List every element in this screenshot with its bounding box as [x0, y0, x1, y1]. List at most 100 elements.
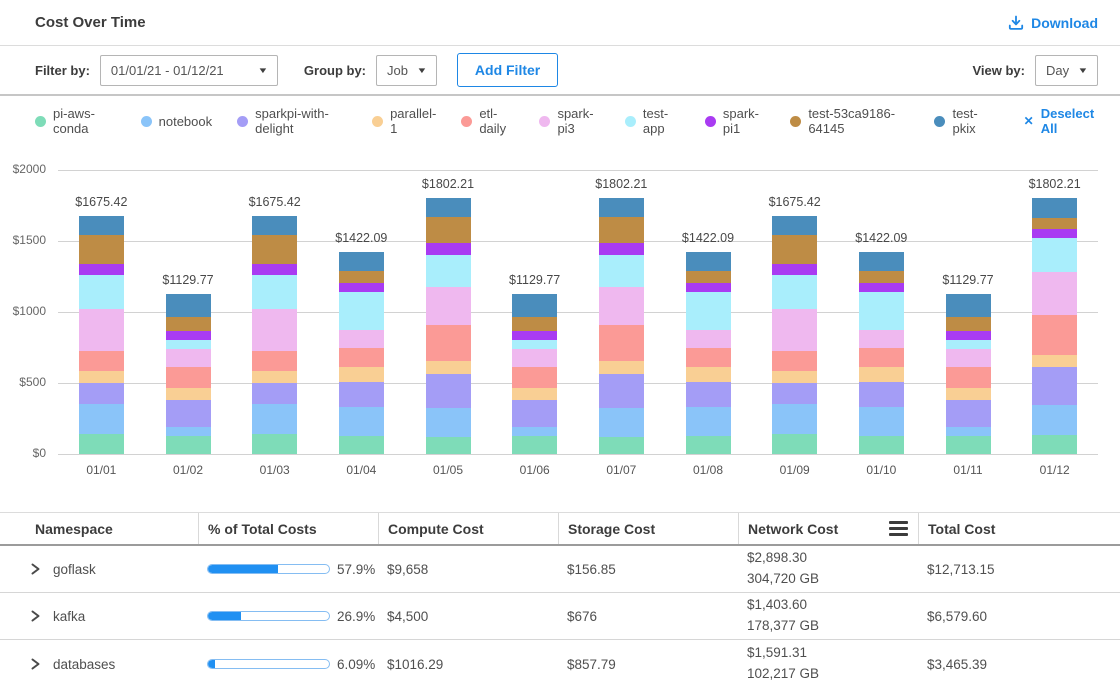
bar-segment-etl-daily[interactable]: [252, 350, 298, 371]
bar-segment-spark-pi1[interactable]: [945, 330, 991, 341]
bar-segment-sparkpi-with-delight[interactable]: [338, 382, 384, 407]
legend-item[interactable]: test-pkix: [934, 106, 990, 136]
bar-segment-test-pkix[interactable]: [945, 293, 991, 318]
bar-segment-pi-aws-conda[interactable]: [425, 436, 471, 454]
view-by-select[interactable]: Day ▼: [1034, 54, 1098, 86]
bar-segment-sparkpi-with-delight[interactable]: [685, 382, 731, 407]
bar-segment-spark-pi3[interactable]: [858, 330, 904, 348]
bar-segment-pi-aws-conda[interactable]: [858, 435, 904, 454]
bar-segment-parallel-1[interactable]: [165, 387, 211, 401]
bar-segment-etl-daily[interactable]: [78, 350, 124, 371]
table-row[interactable]: databases 6.09% $1016.29 $857.79 $1,591.31 10…: [0, 640, 1120, 687]
bar-segment-test-53ca9186-64145[interactable]: [858, 271, 904, 284]
bar-segment-notebook[interactable]: [598, 408, 644, 437]
bar-segment-etl-daily[interactable]: [425, 324, 471, 362]
bar-segment-notebook[interactable]: [425, 408, 471, 437]
bar-segment-spark-pi1[interactable]: [165, 330, 211, 341]
bar-segment-pi-aws-conda[interactable]: [1032, 435, 1078, 454]
bar-segment-test-app[interactable]: [1032, 237, 1078, 272]
bar-segment-etl-daily[interactable]: [772, 350, 818, 371]
bar-segment-test-pkix[interactable]: [1032, 198, 1078, 219]
group-by-select[interactable]: Job ▼: [376, 54, 437, 86]
bar-segment-spark-pi3[interactable]: [772, 309, 818, 351]
bar-segment-sparkpi-with-delight[interactable]: [512, 400, 558, 427]
chevron-right-icon[interactable]: [30, 658, 41, 670]
bar-segment-pi-aws-conda[interactable]: [512, 435, 558, 454]
bar-segment-test-pkix[interactable]: [512, 293, 558, 318]
bar-segment-test-53ca9186-64145[interactable]: [772, 234, 818, 265]
bar-segment-test-53ca9186-64145[interactable]: [165, 317, 211, 331]
bar-segment-test-pkix[interactable]: [78, 216, 124, 235]
bar-segment-etl-daily[interactable]: [858, 347, 904, 367]
bar-segment-parallel-1[interactable]: [598, 361, 644, 374]
bar-segment-spark-pi3[interactable]: [165, 348, 211, 367]
bar-segment-parallel-1[interactable]: [512, 387, 558, 401]
bar-segment-test-app[interactable]: [78, 274, 124, 310]
bar-segment-parallel-1[interactable]: [772, 370, 818, 383]
legend-item[interactable]: etl-daily: [461, 106, 514, 136]
bar-segment-test-pkix[interactable]: [165, 293, 211, 318]
bar-segment-notebook[interactable]: [78, 404, 124, 435]
bar-segment-test-app[interactable]: [512, 340, 558, 349]
bar-segment-spark-pi3[interactable]: [252, 309, 298, 351]
bar-segment-test-53ca9186-64145[interactable]: [685, 271, 731, 284]
bar-segment-spark-pi1[interactable]: [338, 283, 384, 293]
bar-segment-test-53ca9186-64145[interactable]: [512, 317, 558, 331]
bar-segment-spark-pi1[interactable]: [252, 264, 298, 275]
table-row[interactable]: goflask 57.9% $9,658 $156.85 $2,898.30 304,72…: [0, 546, 1120, 593]
bar-segment-spark-pi3[interactable]: [512, 348, 558, 367]
bar-segment-test-53ca9186-64145[interactable]: [945, 317, 991, 331]
bar-segment-parallel-1[interactable]: [685, 366, 731, 383]
bar-segment-test-53ca9186-64145[interactable]: [78, 234, 124, 265]
legend-item[interactable]: pi-aws-conda: [35, 106, 116, 136]
bar-segment-pi-aws-conda[interactable]: [685, 435, 731, 454]
bar-segment-spark-pi1[interactable]: [1032, 228, 1078, 238]
bar-segment-spark-pi1[interactable]: [772, 264, 818, 275]
chevron-right-icon[interactable]: [30, 610, 41, 622]
bar-segment-sparkpi-with-delight[interactable]: [945, 400, 991, 427]
bar-segment-sparkpi-with-delight[interactable]: [858, 382, 904, 407]
bar-segment-pi-aws-conda[interactable]: [945, 435, 991, 454]
bar-segment-spark-pi1[interactable]: [78, 264, 124, 275]
bar-segment-parallel-1[interactable]: [252, 370, 298, 383]
bar-segment-sparkpi-with-delight[interactable]: [252, 382, 298, 405]
bar-segment-notebook[interactable]: [772, 404, 818, 435]
legend-item[interactable]: test-53ca9186-64145: [790, 106, 909, 136]
bar-segment-spark-pi3[interactable]: [1032, 271, 1078, 316]
bar-segment-test-app[interactable]: [858, 292, 904, 331]
bar-segment-test-app[interactable]: [598, 254, 644, 287]
bar-segment-test-app[interactable]: [252, 274, 298, 310]
bar-segment-spark-pi1[interactable]: [425, 243, 471, 255]
bar-segment-notebook[interactable]: [1032, 404, 1078, 436]
bar-segment-test-53ca9186-64145[interactable]: [252, 234, 298, 265]
bar-segment-sparkpi-with-delight[interactable]: [1032, 367, 1078, 405]
bar-segment-pi-aws-conda[interactable]: [772, 434, 818, 454]
bar-segment-notebook[interactable]: [512, 426, 558, 436]
bar-segment-sparkpi-with-delight[interactable]: [78, 382, 124, 405]
bar-segment-notebook[interactable]: [685, 406, 731, 436]
bar-segment-test-pkix[interactable]: [772, 216, 818, 235]
bar-segment-etl-daily[interactable]: [1032, 315, 1078, 355]
bar-segment-parallel-1[interactable]: [338, 366, 384, 383]
download-button[interactable]: Download: [1008, 15, 1098, 31]
bar-segment-test-53ca9186-64145[interactable]: [338, 271, 384, 284]
menu-icon[interactable]: [887, 518, 910, 539]
bar-segment-test-pkix[interactable]: [338, 252, 384, 272]
bar-segment-sparkpi-with-delight[interactable]: [772, 382, 818, 405]
bar-segment-notebook[interactable]: [165, 426, 211, 436]
bar-segment-spark-pi1[interactable]: [858, 283, 904, 293]
bar-segment-spark-pi3[interactable]: [338, 330, 384, 348]
chevron-right-icon[interactable]: [30, 563, 41, 575]
bar-segment-test-app[interactable]: [772, 274, 818, 310]
bar-segment-parallel-1[interactable]: [425, 361, 471, 374]
bar-segment-test-app[interactable]: [945, 340, 991, 349]
bar-segment-test-app[interactable]: [338, 292, 384, 331]
bar-segment-test-app[interactable]: [425, 254, 471, 287]
bar-segment-sparkpi-with-delight[interactable]: [165, 400, 211, 427]
legend-item[interactable]: spark-pi3: [539, 106, 599, 136]
bar-segment-spark-pi1[interactable]: [685, 283, 731, 293]
deselect-all-button[interactable]: ✕ Deselect All: [1024, 106, 1100, 136]
bar-segment-etl-daily[interactable]: [165, 366, 211, 388]
bar-segment-spark-pi3[interactable]: [425, 286, 471, 325]
bar-segment-test-53ca9186-64145[interactable]: [598, 216, 644, 244]
